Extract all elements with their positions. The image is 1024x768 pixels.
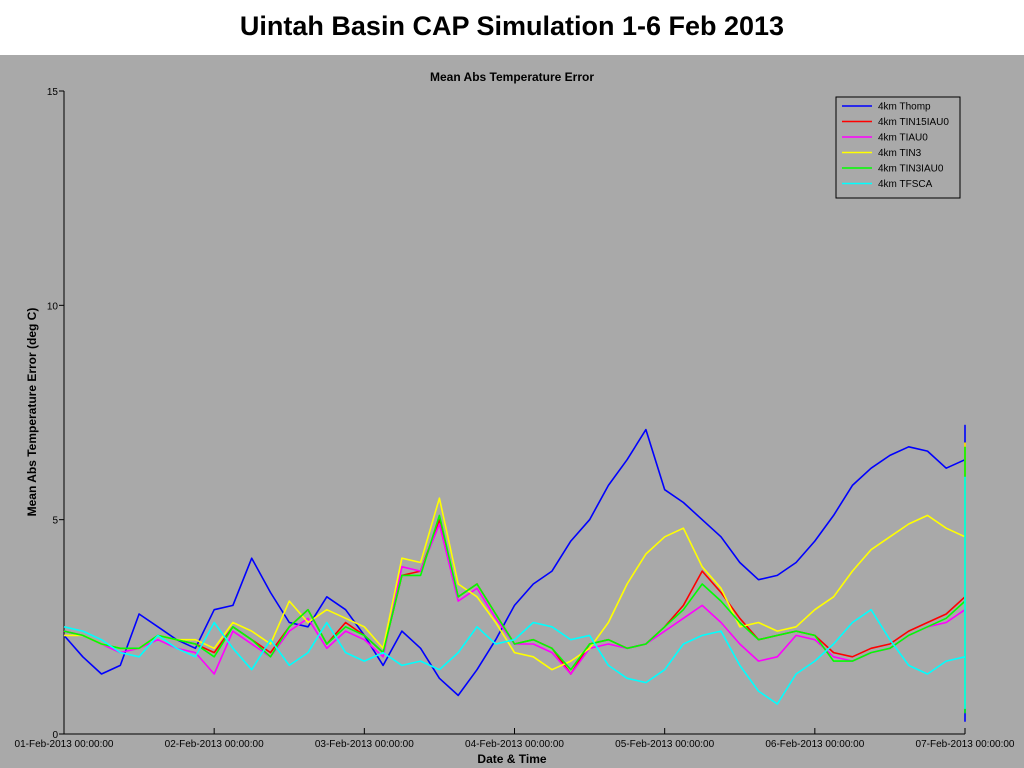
- y-tick-label: 0: [52, 730, 58, 741]
- legend-label: 4km TIN3: [878, 148, 922, 159]
- x-tick-label: 05-Feb-2013 00:00:00: [615, 739, 714, 750]
- legend: 4km Thomp 4km TIN15IAU0 4km TIAU0 4km TIN3 4…: [835, 96, 961, 199]
- legend-label: 4km TIN15IAU0: [878, 117, 949, 128]
- axes: 0 5 10 15 01-Feb-2013 00:00:00 02-Feb-2013 00…: [15, 87, 1015, 750]
- x-tick-label: 06-Feb-2013 00:00:00: [765, 739, 864, 750]
- legend-label: 4km Thomp: [878, 102, 931, 113]
- series-line-4km-tfsca: [63, 476, 966, 710]
- chart-figure: Mean Abs Temperature Error Date & Time M…: [0, 55, 1024, 768]
- x-axis-label: Date & Time: [477, 752, 546, 766]
- y-axis-label: Mean Abs Temperature Error (deg C): [25, 308, 39, 517]
- y-tick-label: 15: [47, 87, 59, 98]
- y-tick-label: 5: [52, 516, 58, 527]
- chart-title: Mean Abs Temperature Error: [430, 70, 594, 84]
- plot-area: [64, 91, 965, 734]
- slide-title: Uintah Basin CAP Simulation 1-6 Feb 2013: [239, 11, 785, 41]
- legend-box: [835, 96, 961, 199]
- legend-label: 4km TIAU0: [878, 133, 928, 144]
- x-tick-label: 03-Feb-2013 00:00:00: [315, 739, 414, 750]
- x-tick-label: 07-Feb-2013 00:00:00: [916, 739, 1015, 750]
- legend-label: 4km TFSCA: [878, 179, 933, 190]
- legend-label: 4km TIN3IAU0: [878, 164, 944, 175]
- x-tick-label: 01-Feb-2013 00:00:00: [15, 739, 114, 750]
- series-lines: [63, 424, 966, 722]
- y-tick-label: 10: [47, 301, 59, 312]
- x-tick-label: 02-Feb-2013 00:00:00: [165, 739, 264, 750]
- line-chart: Mean Abs Temperature Error Date & Time M…: [15, 70, 1015, 766]
- x-tick-label: 04-Feb-2013 00:00:00: [465, 739, 564, 750]
